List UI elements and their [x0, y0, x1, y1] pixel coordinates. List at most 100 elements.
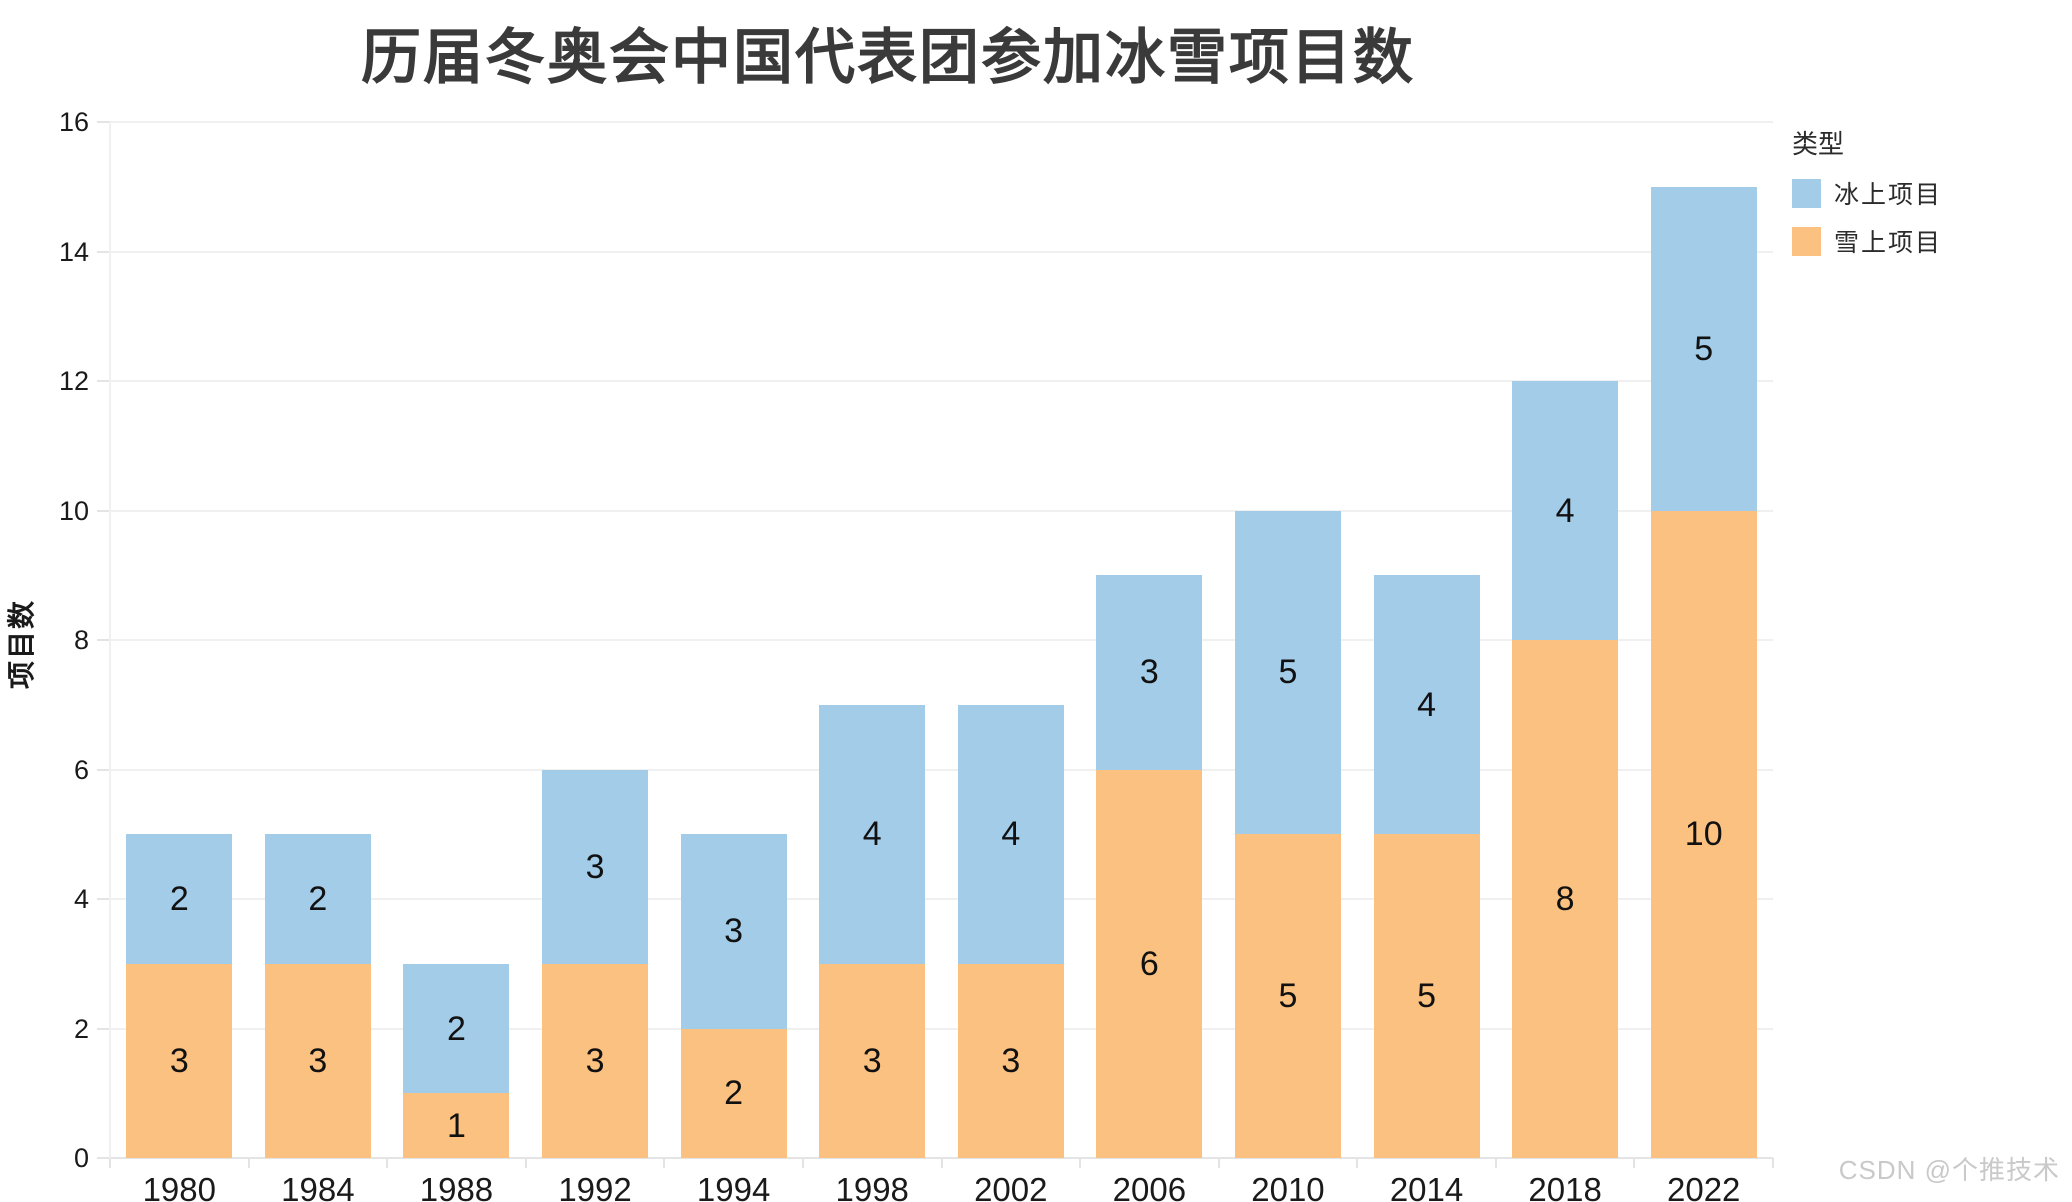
x-tick-boundary	[1217, 1158, 1220, 1168]
legend-label: 冰上项目	[1834, 181, 1943, 209]
bar-value-label: 2	[169, 880, 189, 918]
bar-value-label: 5	[1278, 653, 1298, 692]
gridline-y-2	[110, 1027, 1773, 1030]
bar-1994-雪上项目[interactable]: 2	[680, 1028, 787, 1158]
x-tick-label-1998: 1998	[835, 1171, 909, 1202]
y-tick-label-8: 8	[73, 625, 89, 655]
x-tick-boundary	[1494, 1158, 1497, 1168]
bar-1980-冰上项目[interactable]: 2	[126, 834, 233, 964]
y-tick-6	[97, 768, 110, 771]
bar-1984-雪上项目[interactable]: 3	[264, 963, 371, 1158]
y-tick-8	[97, 639, 110, 641]
bar-2022-雪上项目[interactable]: 10	[1650, 510, 1757, 1158]
x-tick-boundary	[1633, 1158, 1636, 1168]
y-tick-12	[97, 380, 110, 382]
x-tick-label-2018: 2018	[1528, 1171, 1602, 1202]
bar-1998-雪上项目[interactable]: 3	[819, 963, 926, 1158]
y-tick-0	[97, 1157, 110, 1159]
x-tick-label-1992: 1992	[558, 1171, 632, 1202]
bar-value-label: 5	[1694, 329, 1714, 368]
bar-2002-雪上项目[interactable]: 3	[957, 963, 1064, 1158]
bar-value-label: 1	[446, 1106, 466, 1145]
y-tick-10	[97, 509, 110, 512]
bar-value-label: 3	[862, 1041, 882, 1080]
gridline-y-4	[110, 898, 1773, 900]
bar-value-label: 6	[1139, 944, 1159, 983]
gridline-y-16	[110, 121, 1773, 123]
bar-1988-冰上项目[interactable]: 2	[403, 963, 510, 1094]
bar-1992-雪上项目[interactable]: 3	[542, 963, 649, 1158]
legend-swatch-icon	[1792, 226, 1821, 256]
x-tick-label-2002: 2002	[974, 1171, 1048, 1202]
legend-swatch-icon	[1792, 178, 1821, 208]
y-tick-label-2: 2	[73, 1013, 89, 1044]
x-tick-boundary	[524, 1158, 527, 1168]
bar-value-label: 3	[585, 847, 605, 886]
bar-2018-雪上项目[interactable]: 8	[1512, 640, 1619, 1158]
y-tick-label-0: 0	[73, 1143, 89, 1173]
gridline-y-12	[110, 380, 1773, 382]
bar-value-label: 2	[446, 1009, 466, 1048]
bar-value-label: 10	[1684, 815, 1723, 854]
x-tick-boundary	[247, 1158, 250, 1168]
legend-label: 雪上项目	[1834, 229, 1943, 257]
gridline-y-14	[110, 250, 1773, 253]
bar-value-label: 4	[1417, 685, 1436, 724]
bar-2006-冰上项目[interactable]: 3	[1096, 575, 1203, 770]
y-tick-label-6: 6	[73, 754, 89, 785]
bar-value-label: 3	[308, 1041, 328, 1080]
y-tick-4	[97, 898, 110, 900]
bar-1998-冰上项目[interactable]: 4	[819, 704, 926, 964]
x-tick-label-2006: 2006	[1112, 1171, 1187, 1202]
x-tick-boundary	[940, 1158, 943, 1168]
x-tick-label-2014: 2014	[1389, 1171, 1464, 1202]
bar-2006-雪上项目[interactable]: 6	[1096, 769, 1203, 1158]
bar-2018-冰上项目[interactable]: 4	[1512, 381, 1619, 640]
legend-items: 冰上项目 雪上项目	[1792, 175, 1942, 259]
gridline-y-6	[110, 768, 1773, 771]
bar-value-label: 8	[1555, 880, 1575, 918]
bar-1988-雪上项目[interactable]: 1	[403, 1093, 510, 1158]
chart-title: 历届冬奥会中国代表团参加冰雪项目数	[361, 24, 1415, 91]
bar-2002-冰上项目[interactable]: 4	[957, 704, 1064, 964]
bar-value-label: 3	[1139, 653, 1159, 692]
x-tick-boundary	[801, 1158, 804, 1168]
bar-value-label: 2	[308, 880, 328, 918]
x-tick-label-2010: 2010	[1251, 1171, 1325, 1202]
y-tick-16	[97, 121, 110, 123]
x-tick-boundary	[386, 1158, 389, 1168]
y-tick-label-16: 16	[58, 107, 89, 137]
x-tick-boundary	[1356, 1158, 1359, 1168]
bar-1994-冰上项目[interactable]: 3	[680, 834, 787, 1029]
bar-2022-冰上项目[interactable]: 5	[1650, 186, 1757, 511]
legend-item-冰上项目[interactable]: 冰上项目	[1792, 175, 1942, 211]
legend-title: 类型	[1792, 129, 1845, 159]
x-tick-boundary	[663, 1158, 666, 1168]
legend: 类型 冰上项目雪上项目	[1792, 124, 1942, 271]
bar-value-label: 4	[862, 815, 882, 854]
bar-1980-雪上项目[interactable]: 3	[126, 963, 233, 1158]
bar-2010-冰上项目[interactable]: 5	[1234, 510, 1341, 835]
x-tick-label-1984: 1984	[281, 1171, 355, 1202]
bar-value-label: 3	[169, 1041, 189, 1080]
x-tick-label-2022: 2022	[1666, 1171, 1741, 1202]
bar-1984-冰上项目[interactable]: 2	[264, 834, 371, 964]
bar-value-label: 5	[1417, 977, 1436, 1016]
y-tick-label-12: 12	[58, 366, 89, 396]
gridline-y-8	[110, 639, 1773, 641]
y-axis-line	[109, 122, 111, 1158]
y-tick-14	[97, 250, 110, 253]
bar-value-label: 3	[724, 912, 744, 951]
bar-value-label: 4	[1555, 491, 1575, 530]
bar-value-label: 3	[585, 1041, 605, 1080]
bar-1992-冰上项目[interactable]: 3	[542, 769, 649, 964]
x-tick-boundary	[1772, 1158, 1774, 1168]
bar-value-label: 3	[1001, 1041, 1021, 1080]
bar-2014-雪上项目[interactable]: 5	[1373, 834, 1480, 1158]
bar-2010-雪上项目[interactable]: 5	[1234, 834, 1341, 1158]
y-tick-2	[97, 1027, 110, 1030]
bar-2014-冰上项目[interactable]: 4	[1373, 575, 1480, 835]
legend-item-雪上项目[interactable]: 雪上项目	[1792, 223, 1942, 259]
bar-value-label: 5	[1278, 977, 1298, 1016]
